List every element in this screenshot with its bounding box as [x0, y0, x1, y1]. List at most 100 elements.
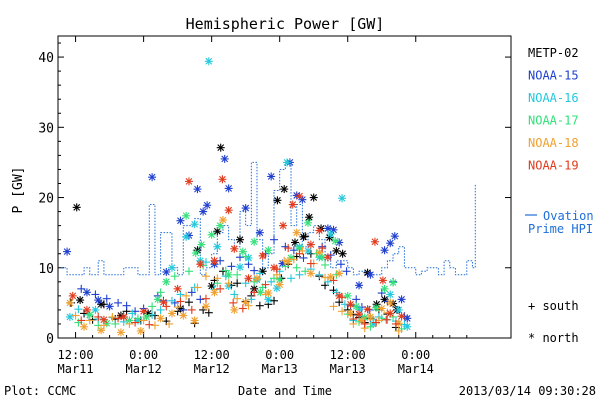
- south-point-noaa-15: [377, 289, 386, 298]
- north-point-noaa-18: [292, 228, 301, 237]
- north-point-metp-02: [72, 203, 81, 212]
- north-point-noaa-19: [244, 274, 253, 283]
- north-point-noaa-15: [82, 288, 91, 297]
- north-point-noaa-19: [363, 305, 372, 314]
- south-point-noaa-18: [139, 316, 148, 325]
- north-point-noaa-18: [335, 269, 344, 278]
- south-point-noaa-15: [270, 235, 279, 244]
- south-point-noaa-17: [233, 270, 242, 279]
- north-point-noaa-19: [173, 284, 182, 293]
- north-point-noaa-18: [190, 316, 199, 325]
- x-tick-label-date: Mar14: [398, 362, 434, 376]
- north-point-noaa-18: [80, 322, 89, 331]
- north-point-noaa-16: [213, 242, 222, 251]
- north-point-noaa-16: [190, 220, 199, 229]
- x-axis: 12:00Mar110:00Mar1212:00Mar120:00Mar1312…: [58, 36, 468, 376]
- south-point-noaa-19: [131, 318, 140, 327]
- north-point-metp-02: [332, 246, 341, 255]
- south-point-noaa-19: [176, 297, 185, 306]
- south-point-noaa-15: [187, 288, 196, 297]
- south-point-noaa-17: [241, 252, 250, 261]
- data-points: [63, 57, 412, 337]
- north-point-noaa-19: [378, 276, 387, 285]
- x-tick-label-time: 0:00: [265, 348, 294, 362]
- south-point-noaa-16: [287, 274, 296, 283]
- north-point-noaa-18: [386, 298, 395, 307]
- y-tick-label: 0: [46, 332, 54, 347]
- north-point-noaa-17: [224, 270, 233, 279]
- north-point-noaa-19: [288, 200, 297, 209]
- south-point-noaa-17: [301, 267, 310, 276]
- legend-item: NOAA-18: [528, 136, 579, 150]
- south-point-noaa-18: [201, 272, 210, 281]
- north-point-noaa-18: [136, 326, 145, 335]
- south-point-noaa-16: [74, 305, 83, 314]
- south-point-metp-02: [184, 298, 193, 307]
- north-point-noaa-18: [65, 298, 74, 307]
- south-point-noaa-17: [148, 302, 157, 311]
- x-tick-label-date: Mar13: [330, 362, 366, 376]
- north-point-noaa-19: [159, 298, 168, 307]
- north-point-noaa-19: [196, 260, 205, 269]
- south-point-noaa-15: [336, 260, 345, 269]
- north-point-noaa-15: [203, 201, 212, 210]
- north-point-noaa-15: [199, 207, 208, 216]
- south-point-metp-02: [301, 232, 310, 241]
- south-point-noaa-18: [289, 255, 298, 264]
- south-point-noaa-15: [227, 262, 236, 271]
- north-point-noaa-17: [389, 278, 398, 287]
- south-point-noaa-18: [233, 294, 242, 303]
- south-point-noaa-18: [213, 274, 222, 283]
- north-point-noaa-18: [357, 316, 366, 325]
- north-point-metp-02: [76, 296, 85, 305]
- north-point-noaa-19: [82, 305, 91, 314]
- legend-item: NOAA-19: [528, 159, 579, 173]
- timestamp: 2013/03/14 09:30:28: [459, 384, 596, 398]
- north-point-noaa-19: [323, 253, 332, 262]
- south-point-noaa-17: [292, 263, 301, 272]
- south-point-noaa-15: [77, 284, 86, 293]
- south-point-noaa-18: [244, 301, 253, 310]
- north-point-metp-02: [305, 213, 314, 222]
- north-point-noaa-18: [218, 216, 227, 225]
- north-point-noaa-18: [306, 269, 315, 278]
- north-point-noaa-15: [193, 185, 202, 194]
- south-point-noaa-19: [372, 318, 381, 327]
- south-point-noaa-15: [289, 246, 298, 255]
- north-point-noaa-19: [224, 206, 233, 215]
- south-point-noaa-17: [156, 288, 165, 297]
- x-tick-label-date: Mar12: [126, 362, 162, 376]
- north-point-noaa-15: [241, 204, 250, 213]
- north-point-metp-02: [299, 232, 308, 241]
- north-point-noaa-18: [366, 312, 375, 321]
- south-point-noaa-19: [216, 284, 225, 293]
- south-point-noaa-15: [122, 301, 131, 310]
- x-axis-title: Date and Time: [238, 384, 332, 398]
- north-point-noaa-15: [366, 270, 375, 279]
- north-point-noaa-18: [346, 309, 355, 318]
- south-point-noaa-17: [133, 314, 142, 323]
- north-point-noaa-18: [167, 309, 176, 318]
- north-point-noaa-16: [283, 158, 292, 167]
- north-point-noaa-15: [224, 184, 233, 193]
- north-point-noaa-15: [162, 267, 171, 276]
- north-point-noaa-15: [63, 247, 72, 256]
- north-point-noaa-17: [182, 211, 191, 220]
- north-point-noaa-19: [258, 251, 267, 260]
- north-point-noaa-17: [250, 237, 259, 246]
- south-point-noaa-19: [329, 276, 338, 285]
- north-point-noaa-16: [394, 305, 403, 314]
- legend-item: METP-02: [528, 46, 579, 60]
- north-point-metp-02: [290, 238, 299, 247]
- south-point-noaa-19: [162, 302, 171, 311]
- north-point-noaa-18: [264, 289, 273, 298]
- south-point-noaa-16: [295, 270, 304, 279]
- legend-item: NOAA-17: [528, 114, 579, 128]
- south-point-noaa-18: [173, 303, 182, 312]
- south-point-noaa-19: [261, 280, 270, 289]
- south-point-noaa-15: [342, 267, 351, 276]
- south-point-noaa-19: [338, 293, 347, 302]
- south-point-noaa-19: [306, 259, 315, 268]
- north-point-noaa-15: [255, 228, 264, 237]
- x-tick-label-time: 12:00: [58, 348, 94, 362]
